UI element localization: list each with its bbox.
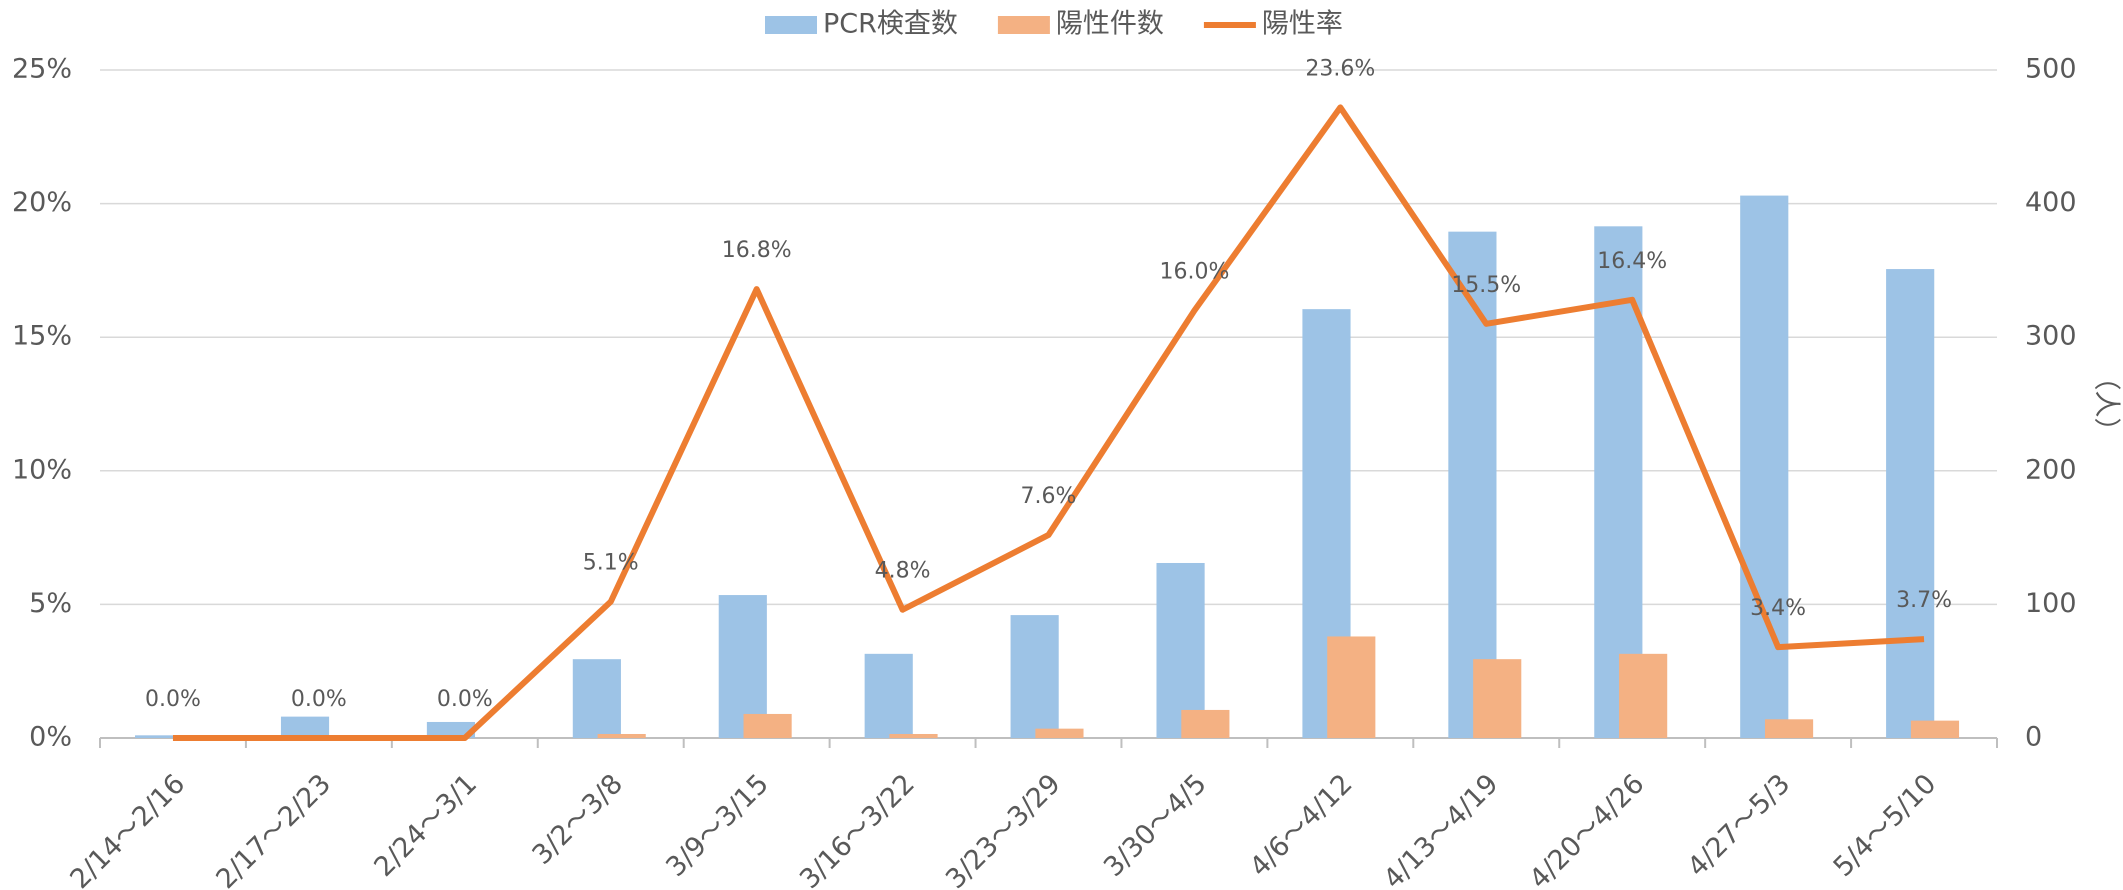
bar	[1448, 231, 1497, 738]
bar	[1473, 659, 1522, 738]
bar	[889, 733, 938, 738]
bar	[1156, 562, 1205, 738]
y-tick-label: 20%	[12, 187, 72, 218]
bar	[426, 721, 476, 738]
data-label: 16.0%	[1159, 259, 1229, 284]
data-label: 15.5%	[1451, 273, 1521, 298]
data-label: 0.0%	[145, 687, 201, 712]
data-label: 4.8%	[875, 559, 931, 584]
bar	[1327, 636, 1376, 738]
y-tick-label: 25%	[12, 54, 72, 85]
data-label: 16.4%	[1597, 249, 1667, 274]
x-tick-label: 2/14～2/16	[64, 768, 191, 890]
x-tick-label: 4/27～5/3	[1682, 768, 1797, 883]
bar	[1010, 615, 1059, 738]
data-label: 0.0%	[291, 687, 347, 712]
x-tick-label: 3/9～3/15	[660, 768, 775, 883]
bar	[1181, 709, 1230, 738]
bar	[1910, 720, 1960, 738]
y-tick-label: 10%	[12, 454, 72, 485]
x-tick-label: 4/6～4/12	[1244, 768, 1359, 883]
bar	[1886, 269, 1935, 738]
y-tick-label: 0%	[29, 722, 72, 753]
x-tick-label: 3/2～3/8	[527, 768, 629, 870]
y2-axis-label: （人）	[2091, 364, 2122, 445]
y2-tick-label: 400	[2025, 187, 2077, 218]
y-tick-label: 5%	[29, 588, 72, 619]
line	[172, 104, 1925, 741]
data-label: 3.7%	[1896, 588, 1952, 613]
legend-swatch	[997, 16, 1050, 34]
legend-label: 陽性件数	[1056, 9, 1164, 40]
x-tick-label: 5/4～5/10	[1828, 768, 1943, 883]
bar	[743, 713, 792, 738]
data-label: 7.6%	[1021, 484, 1077, 509]
legend-label: PCR検査数	[823, 9, 958, 40]
x-tick-label: 3/23～3/29	[940, 768, 1067, 890]
bar	[1619, 653, 1668, 738]
bar	[864, 653, 913, 738]
bar	[1764, 719, 1814, 738]
x-tick-label: 2/17～2/23	[210, 768, 337, 890]
bar	[1035, 728, 1084, 738]
y2-tick-label: 0	[2025, 722, 2042, 753]
legend-label: 陽性率	[1262, 9, 1343, 40]
y-tick-label: 15%	[12, 321, 72, 352]
bar	[1740, 195, 1789, 739]
y2-tick-label: 500	[2025, 54, 2077, 85]
data-label: 23.6%	[1305, 56, 1375, 81]
x-tick-label: 3/30～4/5	[1098, 768, 1213, 883]
x-tick-label: 3/16～3/22	[794, 768, 921, 890]
data-label: 0.0%	[437, 687, 493, 712]
x-tick-label: 4/20～4/26	[1524, 768, 1651, 890]
x-tick-label: 2/24～3/1	[368, 768, 483, 883]
bar	[572, 659, 621, 738]
bar	[597, 733, 646, 738]
data-label: 5.1%	[583, 551, 639, 576]
y2-tick-label: 200	[2025, 454, 2077, 485]
legend-swatch	[765, 16, 817, 34]
data-label: 3.4%	[1750, 596, 1806, 621]
y2-tick-label: 100	[2025, 588, 2077, 619]
y2-tick-label: 300	[2025, 321, 2077, 352]
data-label: 16.8%	[722, 238, 792, 263]
bar	[280, 716, 330, 738]
bar	[135, 735, 184, 738]
x-tick-label: 4/13～4/19	[1378, 768, 1505, 890]
